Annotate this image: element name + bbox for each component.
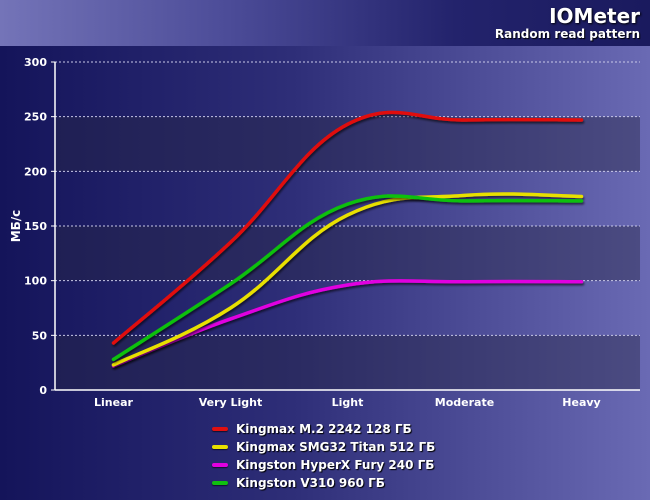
series-line-1: [111, 110, 584, 345]
y-tick-label: 200: [24, 165, 47, 178]
legend-swatch: [212, 463, 228, 467]
series-line-2: [111, 192, 584, 367]
y-axis-label: МБ/с: [9, 210, 23, 243]
legend-swatch: [212, 427, 228, 431]
legend-item: Kingmax SMG32 Titan 512 ГБ: [212, 438, 435, 456]
series-line-4: [111, 194, 584, 362]
x-tick-label: Moderate: [435, 396, 494, 409]
chart-subtitle: Random read pattern: [494, 27, 640, 41]
chart-title: IOMeter: [549, 4, 640, 28]
legend-label: Kingmax M.2 2242 128 ГБ: [236, 422, 412, 436]
legend-label: Kingston HyperX Fury 240 ГБ: [236, 458, 435, 472]
legend-swatch: [212, 481, 228, 485]
chart-legend: Kingmax M.2 2242 128 ГБ Kingmax SMG32 Tit…: [212, 420, 435, 492]
x-tick-label: Heavy: [562, 396, 600, 409]
legend-item: Kingston HyperX Fury 240 ГБ: [212, 456, 435, 474]
y-tick-label: 150: [24, 220, 47, 233]
y-tick-label: 100: [24, 275, 47, 288]
legend-item: Kingston V310 960 ГБ: [212, 474, 435, 492]
legend-label: Kingmax SMG32 Titan 512 ГБ: [236, 440, 436, 454]
y-tick-label: 250: [24, 111, 47, 124]
chart-header: IOMeter Random read pattern: [0, 0, 650, 46]
x-tick-label: Very Light: [199, 396, 263, 409]
legend-label: Kingston V310 960 ГБ: [236, 476, 385, 490]
y-tick-label: 0: [39, 384, 47, 397]
x-tick-label: Linear: [94, 396, 133, 409]
legend-swatch: [212, 445, 228, 449]
plot-band: [55, 226, 640, 281]
legend-item: Kingmax M.2 2242 128 ГБ: [212, 420, 435, 438]
plot-band: [55, 335, 640, 390]
y-tick-label: 300: [24, 56, 47, 69]
x-tick-label: Light: [332, 396, 364, 409]
series-line-3: [111, 279, 584, 368]
y-tick-label: 50: [32, 329, 48, 342]
